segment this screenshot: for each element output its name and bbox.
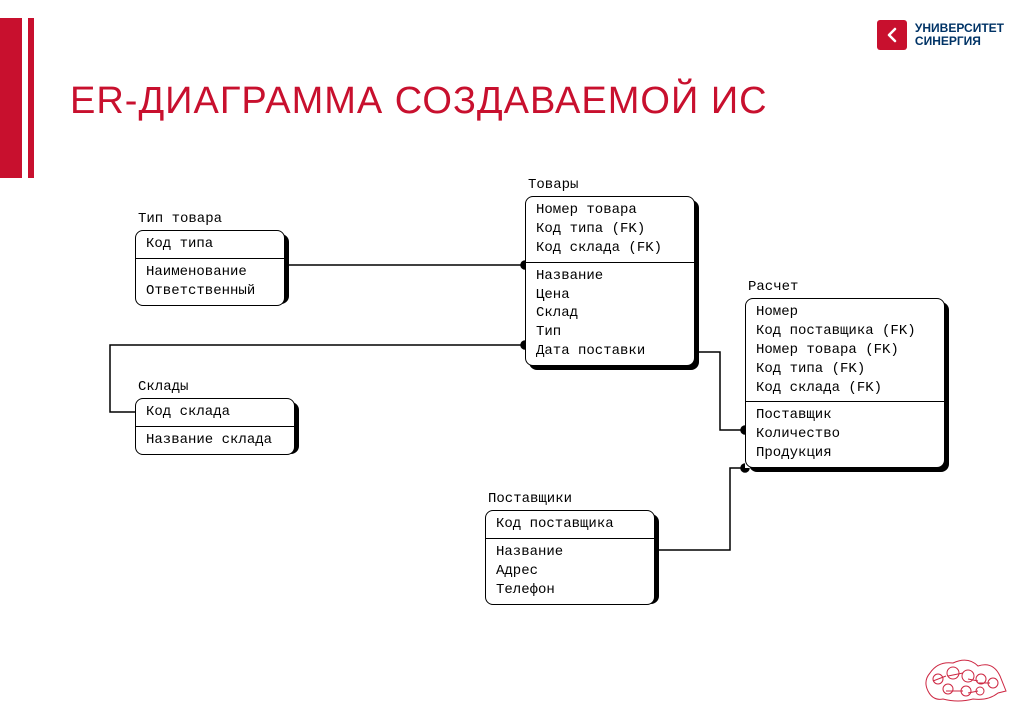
entity-attrs-section: НаименованиеОтветственный (136, 258, 284, 305)
entity-attr: Код типа (FK) (536, 220, 684, 239)
entity-body: РасчетНомерКод поставщика (FK)Номер това… (745, 298, 945, 468)
entity-pk-section: НомерКод поставщика (FK)Номер товара (FK… (746, 299, 944, 401)
entity-pk-section: Код поставщика (486, 511, 654, 538)
entity-pk-section: Номер товараКод типа (FK)Код склада (FK) (526, 197, 694, 262)
er-diagram: Тип товара Код типа НаименованиеОтветствен… (0, 180, 1024, 680)
entity-attrs-section: НазваниеЦенаСкладТипДата поставки (526, 262, 694, 365)
entity-attr: Код склада (FK) (756, 379, 934, 398)
page-title: ER-ДИАГРАММА СОЗДАВАЕМОЙ ИС (70, 80, 768, 123)
logo-text: УНИВЕРСИТЕТ СИНЕРГИЯ (915, 22, 1004, 48)
entity-pk-section: Код типа (136, 231, 284, 258)
logo-line2: СИНЕРГИЯ (915, 35, 1004, 48)
entity-body: Тип товараКод типаНаименованиеОтветствен… (135, 230, 285, 306)
entity-attr: Адрес (496, 562, 644, 581)
entity-attrs-section: ПоставщикКоличествоПродукция (746, 401, 944, 467)
entity-attr: Код склада (FK) (536, 239, 684, 258)
entity-pk-section: Код склада (136, 399, 294, 426)
entity-body: ТоварыНомер товараКод типа (FK)Код склад… (525, 196, 695, 366)
entity-attr: Номер товара (FK) (756, 341, 934, 360)
entity-attr: Продукция (756, 444, 934, 463)
connector (695, 352, 745, 430)
entity-title: Склады (138, 379, 188, 395)
entity-attr: Дата поставки (536, 342, 684, 361)
entity-attr: Количество (756, 425, 934, 444)
entity-tip_tovara: Тип товараКод типаНаименованиеОтветствен… (135, 230, 285, 306)
entity-attr: Телефон (496, 581, 644, 600)
rhino-ornament-icon (918, 651, 1008, 711)
entity-attr: Код типа (146, 235, 274, 254)
slide-accent-bar-1 (0, 18, 22, 178)
slide-accent-bar-2 (28, 18, 34, 178)
entity-title: Тип товара (138, 211, 222, 227)
entity-title: Товары (528, 177, 578, 193)
entity-body: СкладыКод складаНазвание склада (135, 398, 295, 455)
university-logo: УНИВЕРСИТЕТ СИНЕРГИЯ (877, 20, 1004, 50)
entity-attr: Название склада (146, 431, 284, 450)
entity-attr: Название (496, 543, 644, 562)
entity-attrs-section: НазваниеАдресТелефон (486, 538, 654, 604)
entity-title: Поставщики (488, 491, 572, 507)
entity-attr: Ответственный (146, 282, 274, 301)
entity-attr: Наименование (146, 263, 274, 282)
entity-attr: Код склада (146, 403, 284, 422)
entity-postavshiki: ПоставщикиКод поставщикаНазваниеАдресТел… (485, 510, 655, 605)
entity-body: ПоставщикиКод поставщикаНазваниеАдресТел… (485, 510, 655, 605)
entity-attr: Название (536, 267, 684, 286)
entity-sklady: СкладыКод складаНазвание склада (135, 398, 295, 455)
entity-tovary: ТоварыНомер товараКод типа (FK)Код склад… (525, 196, 695, 366)
entity-title: Расчет (748, 279, 798, 295)
logo-icon (877, 20, 907, 50)
entity-attr: Склад (536, 304, 684, 323)
entity-attr: Код типа (FK) (756, 360, 934, 379)
entity-raschet: РасчетНомерКод поставщика (FK)Номер това… (745, 298, 945, 468)
entity-attrs-section: Название склада (136, 426, 294, 454)
entity-attr: Номер товара (536, 201, 684, 220)
entity-attr: Код поставщика (FK) (756, 322, 934, 341)
entity-attr: Поставщик (756, 406, 934, 425)
entity-attr: Номер (756, 303, 934, 322)
entity-attr: Тип (536, 323, 684, 342)
entity-attr: Цена (536, 286, 684, 305)
entity-attr: Код поставщика (496, 515, 644, 534)
connector (655, 468, 745, 550)
